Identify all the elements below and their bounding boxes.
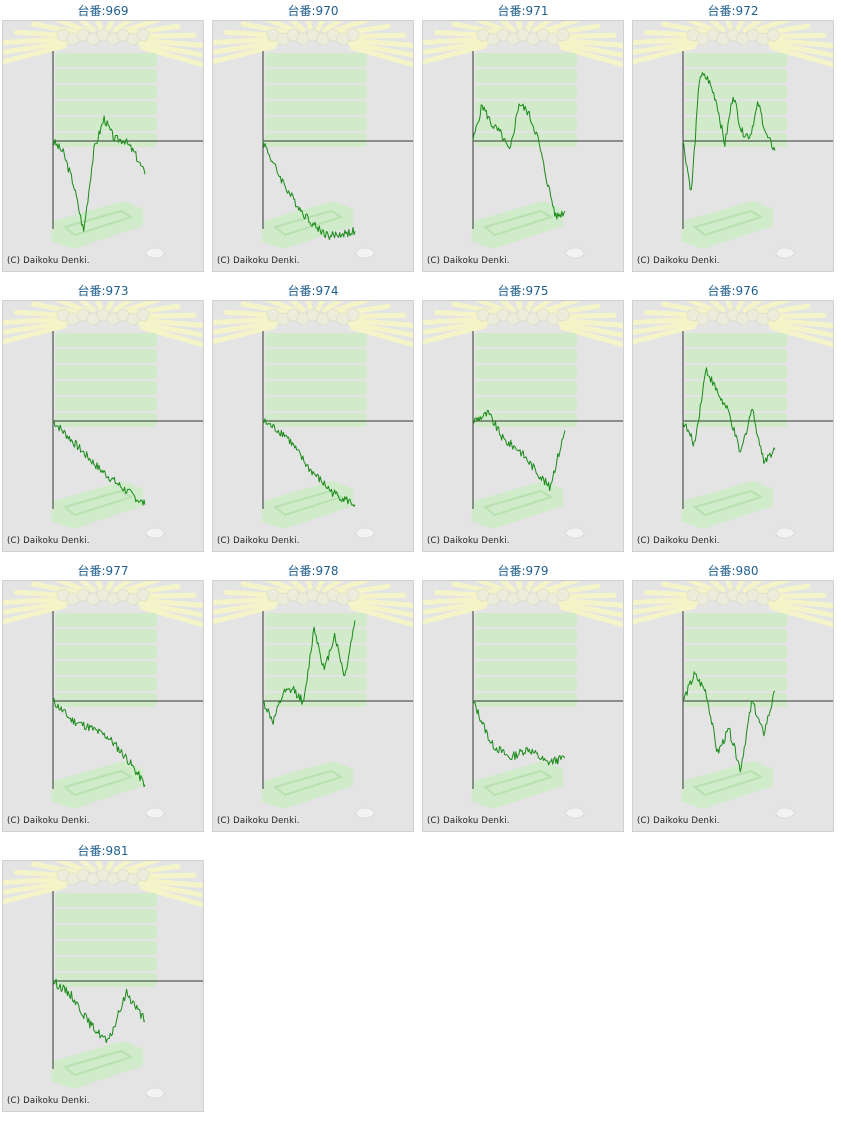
- chart-panel: (C) Daikoku Denki.: [632, 300, 834, 552]
- chart-title: 台番:973: [77, 284, 129, 298]
- watermark-illustration: [423, 581, 623, 819]
- watermark-illustration: [633, 581, 833, 819]
- series-line: [52, 698, 146, 788]
- series-line: [52, 420, 146, 506]
- series-line: [263, 620, 356, 725]
- series-line: [52, 115, 146, 232]
- chart-svg: [3, 861, 203, 1099]
- chart-title: 台番:977: [77, 564, 129, 578]
- copyright-label: (C) Daikoku Denki.: [427, 536, 510, 546]
- chart-cell: 台番:971 (C) Daikoku Denki.: [420, 0, 626, 274]
- chart-cell: 台番:980 (C) Daikoku Denki.: [630, 560, 836, 834]
- copyright-label: (C) Daikoku Denki.: [7, 1096, 90, 1106]
- chart-svg: [423, 301, 623, 539]
- series-line: [472, 410, 566, 492]
- series-line: [262, 140, 356, 240]
- chart-svg: [423, 21, 623, 259]
- series-line: [472, 700, 566, 766]
- copyright-label: (C) Daikoku Denki.: [217, 536, 300, 546]
- chart-panel: (C) Daikoku Denki.: [632, 20, 834, 272]
- chart-panel: (C) Daikoku Denki.: [212, 300, 414, 552]
- watermark-illustration: [3, 861, 203, 1099]
- copyright-label: (C) Daikoku Denki.: [7, 256, 90, 266]
- chart-cell: 台番:977 (C) Daikoku Denki.: [0, 560, 206, 834]
- chart-title: 台番:976: [707, 284, 759, 298]
- chart-svg: [213, 301, 413, 539]
- chart-panel: (C) Daikoku Denki.: [2, 300, 204, 552]
- chart-panel: (C) Daikoku Denki.: [422, 20, 624, 272]
- watermark-illustration: [423, 301, 623, 539]
- watermark-illustration: [3, 21, 203, 259]
- copyright-label: (C) Daikoku Denki.: [217, 816, 300, 826]
- series-line: [682, 671, 776, 773]
- series-line: [472, 103, 566, 220]
- chart-title: 台番:975: [497, 284, 549, 298]
- chart-svg: [633, 21, 833, 259]
- chart-cell: 台番:969 (C) Daikoku Denki.: [0, 0, 206, 274]
- watermark-illustration: [213, 21, 413, 259]
- chart-title: 台番:972: [707, 4, 759, 18]
- copyright-label: (C) Daikoku Denki.: [637, 536, 720, 546]
- watermark-illustration: [213, 581, 413, 819]
- chart-panel: (C) Daikoku Denki.: [422, 300, 624, 552]
- chart-title: 台番:980: [707, 564, 759, 578]
- watermark-illustration: [633, 301, 833, 539]
- copyright-label: (C) Daikoku Denki.: [7, 816, 90, 826]
- copyright-label: (C) Daikoku Denki.: [427, 256, 510, 266]
- chart-title: 台番:979: [497, 564, 549, 578]
- chart-title: 台番:971: [497, 4, 549, 18]
- copyright-label: (C) Daikoku Denki.: [637, 816, 720, 826]
- chart-cell: 台番:973 (C) Daikoku Denki.: [0, 280, 206, 554]
- chart-cell: 台番:970 (C) Daikoku Denki.: [210, 0, 416, 274]
- copyright-label: (C) Daikoku Denki.: [7, 536, 90, 546]
- chart-svg: [3, 301, 203, 539]
- chart-svg: [633, 301, 833, 539]
- chart-title: 台番:978: [287, 564, 339, 578]
- chart-cell: 台番:979 (C) Daikoku Denki.: [420, 560, 626, 834]
- chart-svg: [423, 581, 623, 819]
- watermark-illustration: [423, 21, 623, 259]
- chart-title: 台番:981: [77, 844, 129, 858]
- chart-panel: (C) Daikoku Denki.: [632, 580, 834, 832]
- watermark-illustration: [3, 301, 203, 539]
- watermark-illustration: [3, 581, 203, 819]
- chart-cell: 台番:972 (C) Daikoku Denki.: [630, 0, 836, 274]
- series-line: [52, 978, 146, 1044]
- chart-cell: 台番:978 (C) Daikoku Denki.: [210, 560, 416, 834]
- chart-cell: 台番:976 (C) Daikoku Denki.: [630, 280, 836, 554]
- chart-cell: 台番:981 (C) Daikoku Denki.: [0, 840, 206, 1114]
- chart-svg: [213, 581, 413, 819]
- series-line: [682, 72, 776, 191]
- watermark-illustration: [213, 301, 413, 539]
- chart-svg: [3, 21, 203, 259]
- chart-cell: 台番:974 (C) Daikoku Denki.: [210, 280, 416, 554]
- copyright-label: (C) Daikoku Denki.: [637, 256, 720, 266]
- copyright-label: (C) Daikoku Denki.: [427, 816, 510, 826]
- chart-svg: [3, 581, 203, 819]
- chart-title: 台番:970: [287, 4, 339, 18]
- chart-panel: (C) Daikoku Denki.: [2, 20, 204, 272]
- chart-panel: (C) Daikoku Denki.: [2, 580, 204, 832]
- chart-panel: (C) Daikoku Denki.: [212, 580, 414, 832]
- series-line: [682, 367, 776, 464]
- chart-svg: [213, 21, 413, 259]
- chart-title: 台番:969: [77, 4, 129, 18]
- chart-panel: (C) Daikoku Denki.: [212, 20, 414, 272]
- chart-title: 台番:974: [287, 284, 339, 298]
- series-line: [262, 418, 356, 507]
- copyright-label: (C) Daikoku Denki.: [217, 256, 300, 266]
- chart-panel: (C) Daikoku Denki.: [422, 580, 624, 832]
- watermark-illustration: [633, 21, 833, 259]
- chart-panel: (C) Daikoku Denki.: [2, 860, 204, 1112]
- chart-cell: 台番:975 (C) Daikoku Denki.: [420, 280, 626, 554]
- chart-svg: [633, 581, 833, 819]
